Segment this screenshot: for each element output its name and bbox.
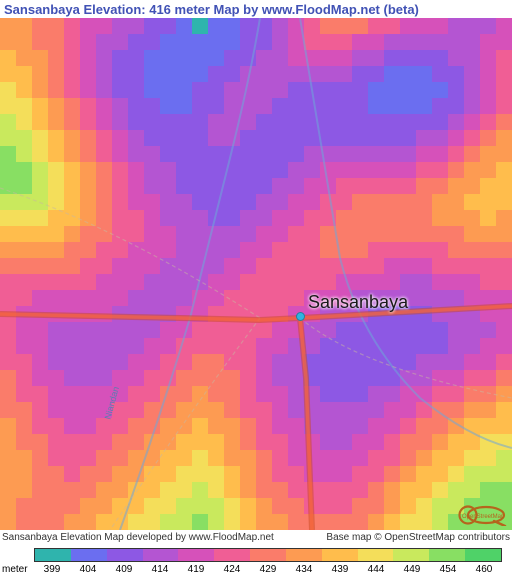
legend-tick: 449 [404, 564, 421, 575]
heatmap-raster [0, 18, 512, 530]
legend-tick: 454 [440, 564, 457, 575]
osm-logo-text: OpenStreetMap [462, 514, 505, 520]
legend-tick: 429 [260, 564, 277, 575]
legend-bar [34, 548, 502, 562]
legend-tick: 434 [296, 564, 313, 575]
legend-tick: 399 [44, 564, 61, 575]
legend-tick: 419 [188, 564, 205, 575]
legend-tick: 460 [476, 564, 493, 575]
credit-right: Base map © OpenStreetMap contributors [326, 532, 510, 543]
color-legend: meter 399 404 409 414 419 424 429 434 439 444 449 4… [0, 548, 512, 582]
legend-tick: 444 [368, 564, 385, 575]
elevation-map[interactable]: Sansanbaya Niandan OpenStreetMap [0, 18, 512, 530]
legend-unit: meter [2, 564, 28, 575]
place-marker [296, 312, 305, 321]
place-label: Sansanbaya [308, 292, 408, 313]
legend-tick: 414 [152, 564, 169, 575]
credit-left: Sansanbaya Elevation Map developed by ww… [2, 532, 274, 543]
legend-tick: 439 [332, 564, 349, 575]
osm-logo[interactable]: OpenStreetMap [450, 504, 508, 526]
legend-tick: 409 [116, 564, 133, 575]
legend-labels: meter 399 404 409 414 419 424 429 434 439 444 449 4… [0, 564, 512, 580]
legend-tick: 424 [224, 564, 241, 575]
legend-tick: 404 [80, 564, 97, 575]
page-title: Sansanbaya Elevation: 416 meter Map by w… [0, 0, 512, 18]
